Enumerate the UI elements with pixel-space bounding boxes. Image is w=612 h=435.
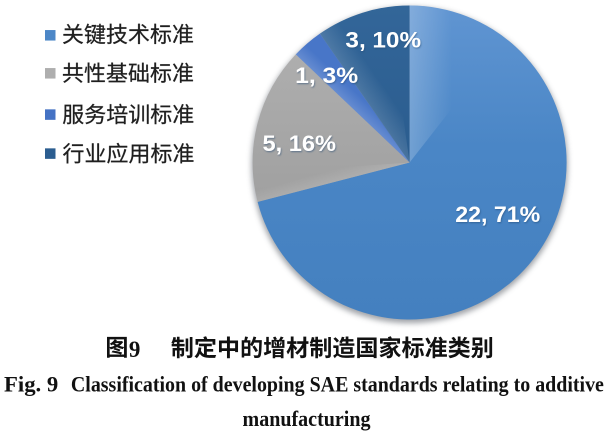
- svg-text:3, 10%: 3, 10%: [345, 28, 421, 53]
- svg-text:5, 16%: 5, 16%: [263, 131, 337, 156]
- svg-text:Fig. 9: Fig. 9: [4, 371, 58, 396]
- svg-text:9: 9: [129, 337, 141, 362]
- svg-text:1, 3%: 1, 3%: [295, 63, 358, 88]
- svg-text:22, 71%: 22, 71%: [455, 202, 540, 227]
- svg-text:Classification of developing S: Classification of developing SAE standar…: [71, 371, 604, 396]
- svg-text:manufacturing: manufacturing: [243, 406, 371, 431]
